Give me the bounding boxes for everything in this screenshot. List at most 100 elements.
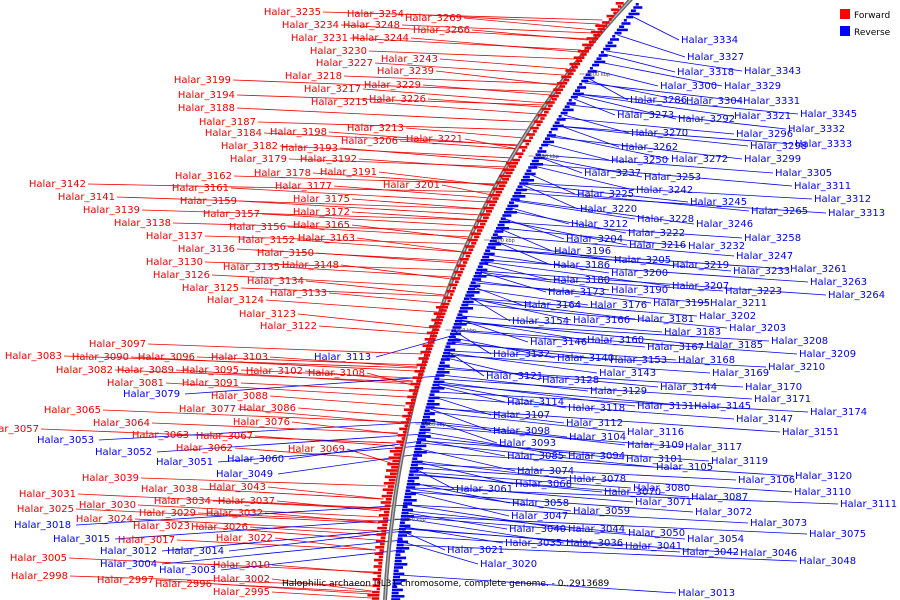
reverse-leader-line <box>403 535 681 553</box>
reverse-feature-block <box>428 396 440 400</box>
forward-feature-block <box>462 251 472 255</box>
reverse-feature-block <box>603 47 611 51</box>
reverse-feature-block <box>410 463 418 467</box>
forward-feature-block <box>416 363 427 367</box>
forward-gene-label: Halar_3157 <box>203 209 260 220</box>
forward-gene-label: Halar_3162 <box>175 171 232 182</box>
reverse-feature-block <box>630 9 636 12</box>
reverse-leader-line <box>563 114 630 134</box>
forward-feature-block <box>492 187 504 191</box>
forward-feature-block <box>505 171 513 175</box>
reverse-gene-label: Halar_3044 <box>568 524 625 535</box>
reverse-gene-label: Halar_3168 <box>678 355 735 366</box>
reverse-leader-line <box>427 420 568 438</box>
reverse-gene-label: Halar_3107 <box>493 410 550 421</box>
forward-gene-label: Halar_3266 <box>413 25 470 36</box>
reverse-feature-block <box>512 195 526 198</box>
reverse-gene-label: Halar_3085 <box>507 451 564 462</box>
reverse-feature-block <box>448 335 456 339</box>
forward-gene-label: Halar_3201 <box>383 180 440 191</box>
reverse-feature-block <box>572 92 584 96</box>
forward-gene-label: Halar_3230 <box>310 46 367 57</box>
reverse-feature-block <box>633 6 643 9</box>
forward-feature-block <box>367 594 380 597</box>
reverse-feature-block <box>482 255 490 259</box>
forward-gene-label: Halar_3178 <box>254 168 311 179</box>
reverse-gene-label: Halar_3012 <box>100 546 157 557</box>
forward-gene-label: Halar_3139 <box>83 205 140 216</box>
reverse-leader-line <box>410 491 694 513</box>
reverse-leader-line <box>447 354 711 374</box>
forward-feature-block <box>561 75 572 79</box>
forward-feature-block <box>515 152 524 155</box>
reverse-leader-line <box>442 368 744 388</box>
reverse-feature-block <box>391 595 405 598</box>
reverse-gene-label: Halar_3318 <box>677 67 734 78</box>
forward-leader-line <box>374 62 564 76</box>
reverse-feature-block <box>467 287 475 291</box>
reverse-leader-line <box>504 220 628 246</box>
forward-gene-label: Halar_3022 <box>216 533 273 544</box>
reverse-feature-block <box>517 185 523 188</box>
forward-feature-block <box>483 206 494 210</box>
forward-feature-block <box>449 283 458 287</box>
forward-leader-line <box>237 408 401 424</box>
forward-leader-line <box>351 224 470 240</box>
forward-gene-label: Halar_3076 <box>233 417 290 428</box>
reverse-feature-block <box>432 383 440 387</box>
forward-feature-block <box>426 347 433 351</box>
reverse-leader-line <box>587 77 629 101</box>
reverse-feature-block <box>614 31 622 35</box>
forward-leader-line <box>405 13 600 25</box>
reverse-gene-label: Halar_3021 <box>447 545 504 556</box>
reverse-feature-block <box>417 435 431 438</box>
forward-feature-block <box>533 120 543 123</box>
forward-feature-block <box>371 597 380 600</box>
reverse-feature-block <box>509 201 515 204</box>
forward-gene-label: Halar_3217 <box>304 84 361 95</box>
reverse-feature-block <box>393 566 403 569</box>
reverse-feature-block <box>421 422 431 425</box>
forward-feature-block <box>536 123 541 127</box>
forward-gene-label: Halar_3137 <box>146 231 203 242</box>
reverse-feature-block <box>427 399 435 403</box>
forward-leader-line <box>471 29 588 41</box>
reverse-leader-line <box>430 407 781 433</box>
forward-leader-line <box>328 292 442 304</box>
reverse-feature-block <box>533 156 545 160</box>
forward-leader-line <box>77 493 382 509</box>
forward-feature-block <box>372 590 380 594</box>
forward-feature-block <box>563 78 570 82</box>
reverse-leader-line <box>573 98 616 116</box>
forward-leader-line <box>297 407 403 417</box>
reverse-feature-block <box>400 518 410 521</box>
forward-gene-label: Halar_3239 <box>377 66 434 77</box>
reverse-feature-block <box>535 153 541 156</box>
reverse-feature-block <box>399 521 405 524</box>
forward-feature-block <box>372 584 381 587</box>
reverse-feature-block <box>480 259 494 262</box>
forward-feature-block <box>617 5 622 8</box>
reverse-feature-block <box>429 393 435 396</box>
reverse-gene-label: Halar_3013 <box>678 588 735 599</box>
reverse-gene-label: Halar_3233 <box>733 266 790 277</box>
reverse-leader-line <box>585 80 685 102</box>
forward-leader-line <box>369 101 539 115</box>
forward-feature-block <box>378 562 383 565</box>
reverse-leader-line <box>521 188 750 212</box>
reverse-feature-block <box>431 387 445 390</box>
forward-leader-line <box>368 50 575 60</box>
reverse-feature-block <box>474 271 482 275</box>
reverse-gene-label: Halar_3247 <box>736 251 793 262</box>
reverse-feature-block <box>430 390 440 393</box>
reverse-leader-line <box>419 448 516 472</box>
reverse-leader-line <box>593 69 659 87</box>
forward-gene-label: Halar_2997 <box>97 575 154 586</box>
tick-label: 2300 kbp <box>422 422 446 428</box>
forward-leader-line <box>422 84 551 96</box>
reverse-gene-label: Halar_3079 <box>123 389 180 400</box>
forward-gene-label: Halar_3163 <box>298 233 355 244</box>
reverse-feature-block <box>392 585 398 588</box>
forward-feature-block <box>457 264 466 267</box>
forward-leader-line <box>305 280 445 296</box>
